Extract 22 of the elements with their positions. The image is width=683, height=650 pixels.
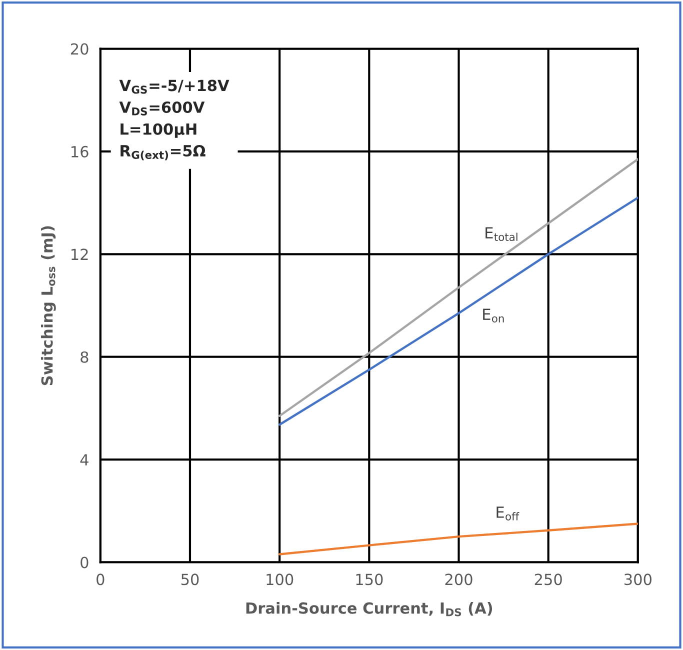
series-label: E$_{off}$ xyxy=(496,506,520,520)
text: V$_{GS}$=-5/+18V V$_{DS}$=600V L=100μH R$_{G(ext)}$=5Ω xyxy=(119,80,230,160)
y-tick-label: 12 xyxy=(72,248,88,260)
y-tick-label: 0 xyxy=(80,556,88,568)
line-series xyxy=(278,522,638,556)
x-tick-label: 50 xyxy=(181,574,199,586)
series-label: E$_{on}$ xyxy=(483,308,504,322)
x-tick-label: 150 xyxy=(356,574,383,586)
line-series xyxy=(278,158,638,418)
y-tick-label: 8 xyxy=(80,351,88,363)
y-tick-label: 4 xyxy=(80,454,88,466)
x-tick-label: 300 xyxy=(624,574,652,586)
x-axis-title: Drain-Source Current, I$_{DS}$ (A) xyxy=(246,602,492,616)
x-tick-label: 100 xyxy=(266,574,294,586)
y-tick-label: 16 xyxy=(72,146,88,158)
x-tick-label: 250 xyxy=(534,574,562,586)
x-tick-label: 0 xyxy=(96,574,104,586)
y-tick-label: 20 xyxy=(70,43,88,55)
line-series xyxy=(278,196,638,426)
x-tick-label: 200 xyxy=(445,574,472,586)
y-axis-title: Switching L$_{oss}$ (mJ) xyxy=(40,226,56,386)
series-label: E$_{total}$ xyxy=(486,227,518,242)
